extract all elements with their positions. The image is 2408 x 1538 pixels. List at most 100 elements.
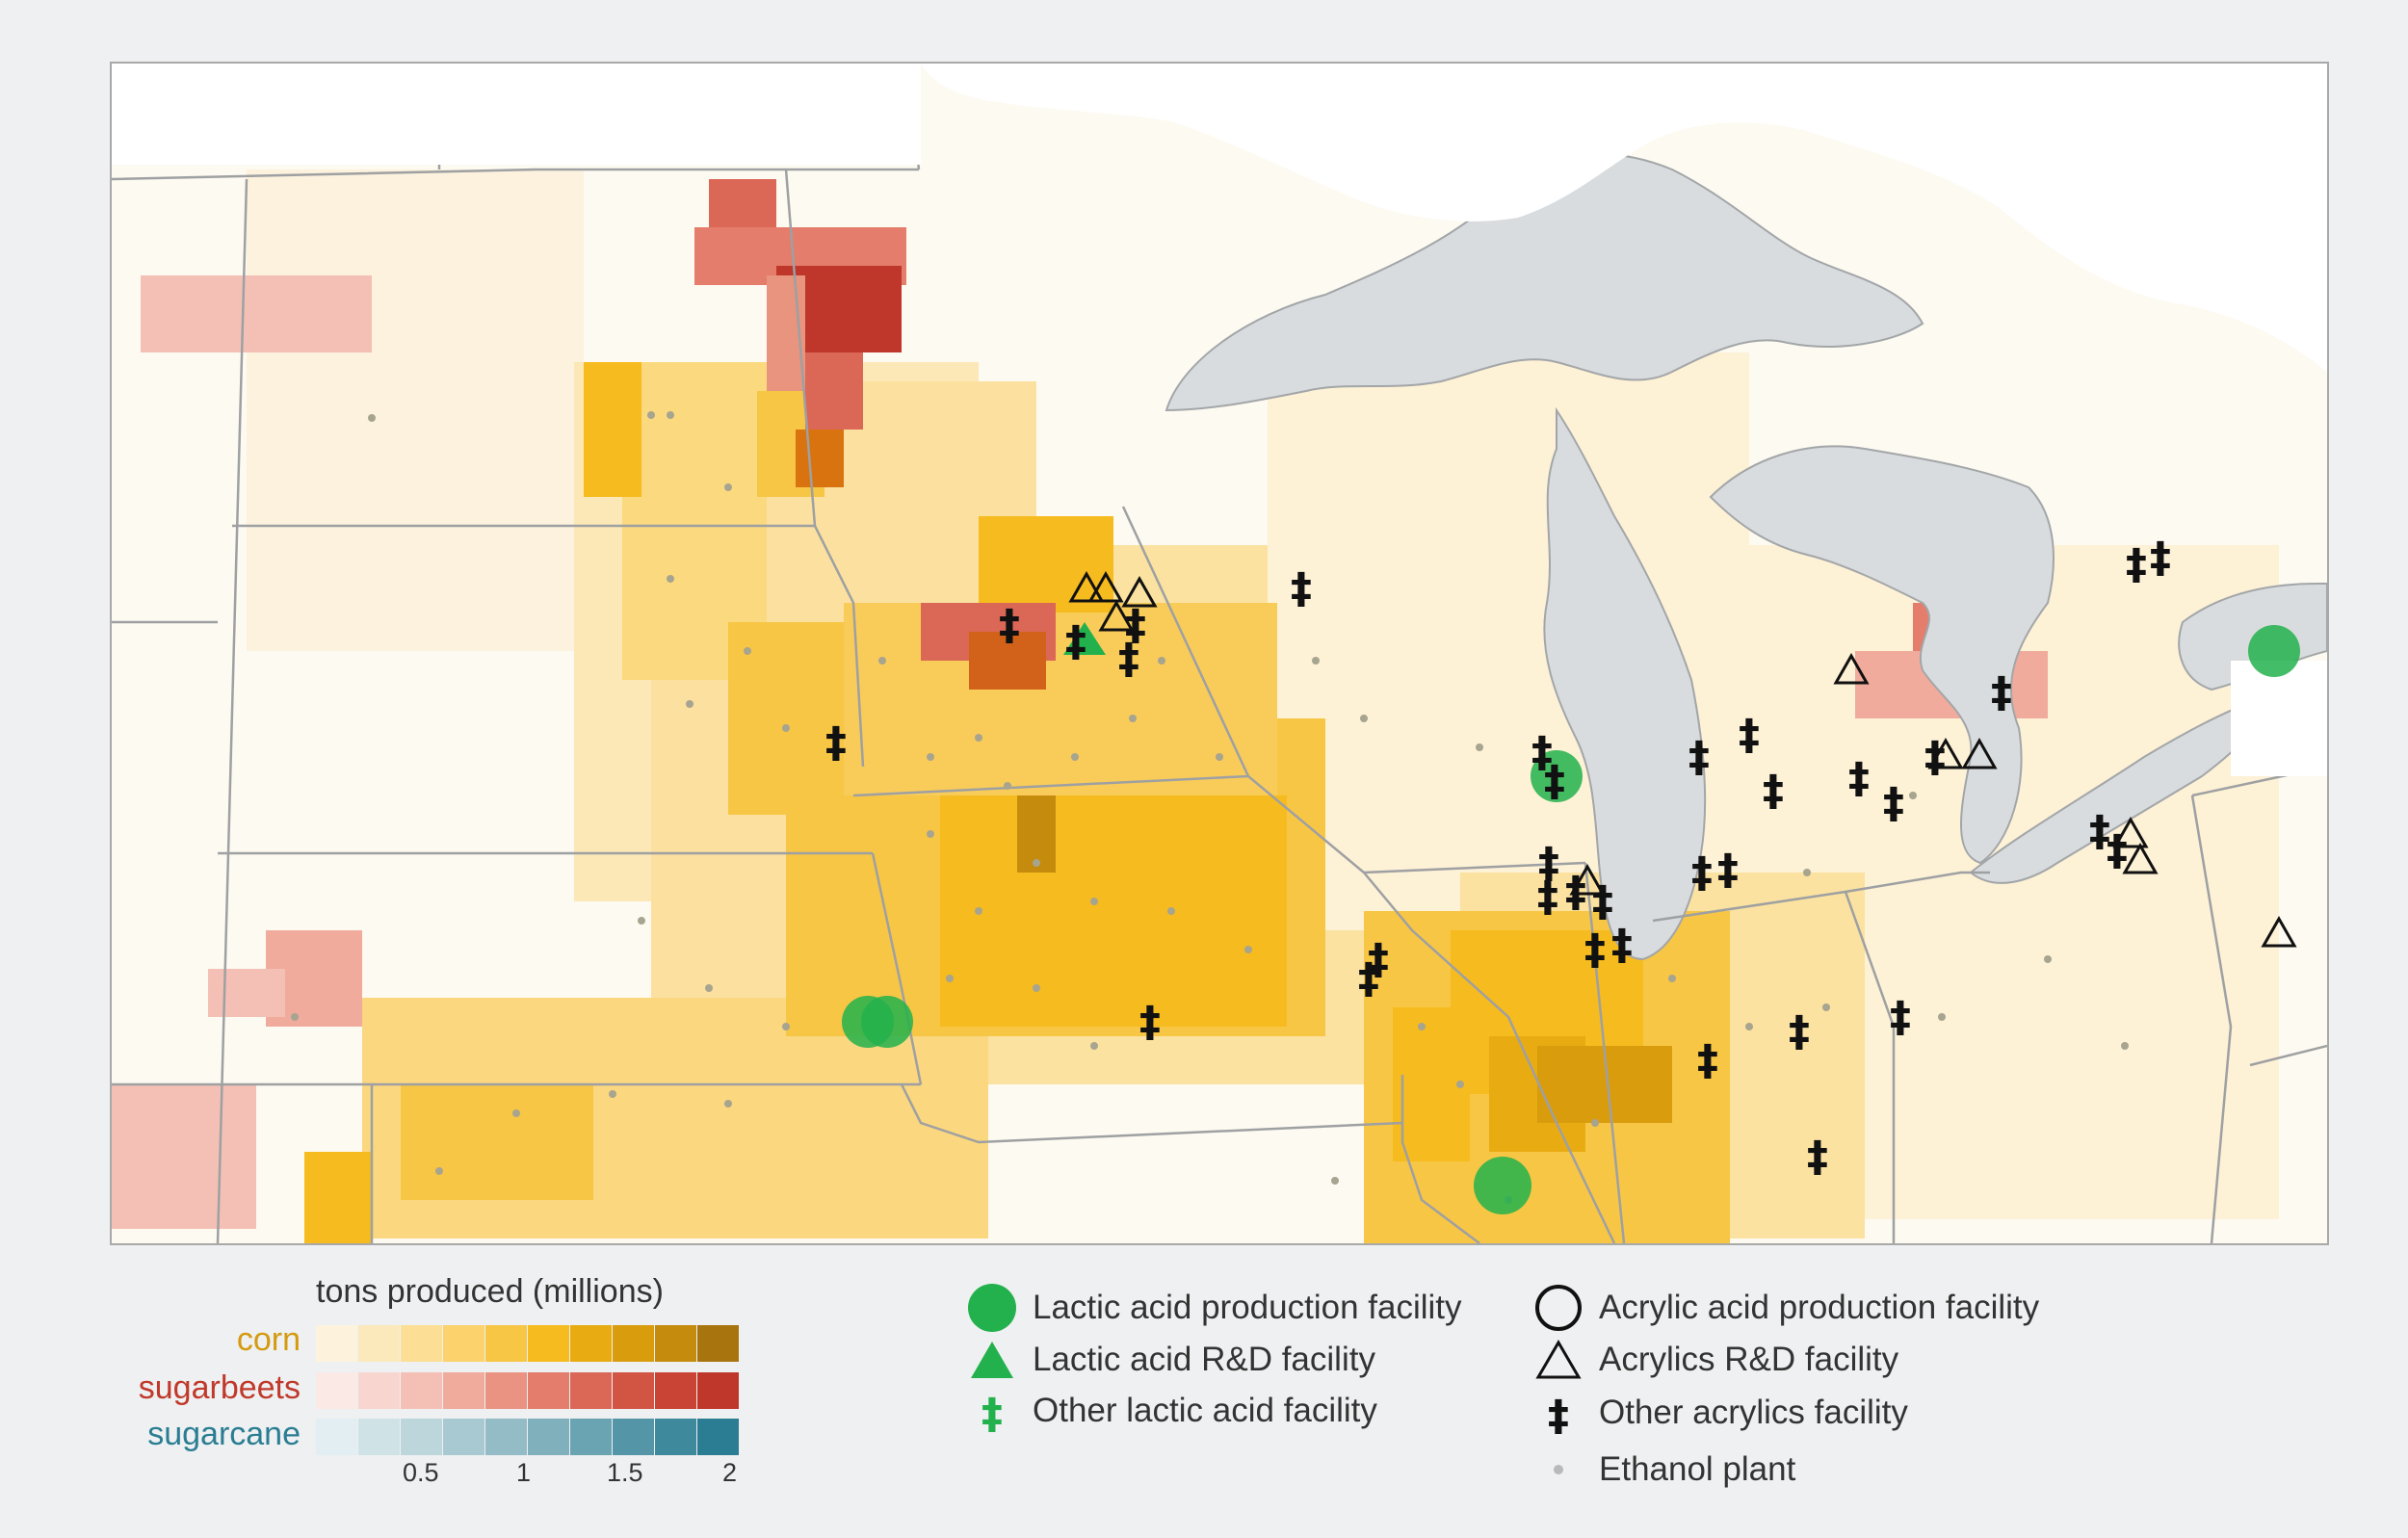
ethanol-plant <box>667 411 674 419</box>
acrylics-rnd-facility <box>2112 816 2149 848</box>
ethanol-plant <box>1591 1119 1599 1127</box>
ramp-swatch <box>316 1419 357 1455</box>
ethanol-plant <box>1004 782 1011 790</box>
other-acrylics-facility: ‡ <box>2107 826 2128 875</box>
open-triangle-icon <box>1535 1340 1582 1379</box>
ethanol-plant <box>1033 859 1040 867</box>
green-triangle-icon <box>971 1342 1013 1378</box>
ramp-title: tons produced (millions) <box>316 1273 664 1310</box>
lactic-production-facility <box>1531 750 1583 802</box>
other-acrylics-facility: ‡ <box>1531 728 1553 777</box>
ethanol-plant <box>975 907 982 915</box>
ethanol-plant <box>1071 753 1079 761</box>
legend-label: Other lactic acid facility <box>1033 1392 1377 1429</box>
ramp-swatch <box>613 1325 654 1362</box>
ramp-swatch <box>570 1325 612 1362</box>
other-acrylics-facility: ‡ <box>1789 1007 1810 1056</box>
ethanol-plant <box>1312 657 1320 665</box>
ethanol-plant <box>2044 955 2052 963</box>
other-acrylics-facility: ‡ <box>1611 921 1633 970</box>
ramp-swatch <box>655 1372 696 1409</box>
map[interactable]: ‡ ‡ ‡ ‡ ‡ ‡ ‡ ‡ ‡ ‡ ‡ ‡ ‡ ‡ ‡ ‡ ‡ ‡ ‡ ‡ … <box>110 62 2329 1245</box>
acrylics-rnd-facility <box>1087 570 1124 603</box>
ramp-swatch <box>613 1419 654 1455</box>
ramp-swatch <box>570 1372 612 1409</box>
other-acrylics-facilities: ‡ ‡ ‡ ‡ ‡ ‡ ‡ ‡ ‡ ‡ ‡ ‡ ‡ ‡ ‡ ‡ ‡ ‡ ‡ ‡ … <box>825 534 2171 1182</box>
ramp-swatch <box>401 1419 442 1455</box>
ethanol-plant <box>1129 715 1137 722</box>
ethanol-plant <box>878 657 886 665</box>
legend-ethanol-plant: Ethanol plant <box>1533 1447 1795 1493</box>
other-acrylics-facility: ‡ <box>2150 534 2171 583</box>
ethanol-plant <box>512 1109 520 1117</box>
ethanol-plant <box>724 1100 732 1108</box>
ramp-swatch <box>528 1419 569 1455</box>
ethanol-plant <box>1033 984 1040 992</box>
acrylics-rnd-facility <box>1833 652 1870 685</box>
open-circle-icon <box>1535 1285 1582 1331</box>
acrylics-rnd-facility <box>2122 842 2159 874</box>
ethanol-plant <box>1216 753 1223 761</box>
other-acrylics-facility: ‡ <box>1368 935 1389 984</box>
ethanol-plant <box>1418 1023 1426 1030</box>
ethanol-plant <box>1745 1023 1753 1030</box>
green-circle-icon <box>968 1284 1016 1332</box>
ramp-label-sugarbeets: sugarbeets <box>138 1369 301 1406</box>
ramp-label-sugarcane: sugarcane <box>147 1416 301 1452</box>
ethanol-plant <box>667 575 674 583</box>
ramp-swatch <box>528 1325 569 1362</box>
ramp-swatch <box>697 1419 739 1455</box>
ethanol-plant <box>1167 907 1175 915</box>
ramp-swatch <box>655 1419 696 1455</box>
ramp-label-corn: corn <box>236 1321 301 1358</box>
ramp-swatch <box>358 1325 400 1362</box>
legend-label: Lactic acid R&D facility <box>1033 1341 1375 1378</box>
lactic-rnd-facility <box>1063 622 1106 655</box>
other-acrylics-facility: ‡ <box>1697 1036 1718 1085</box>
ethanol-plant <box>638 917 645 925</box>
other-acrylics-facility: ‡ <box>1538 839 1559 888</box>
ramp-swatch <box>358 1372 400 1409</box>
ethanol-plant <box>782 1023 790 1030</box>
ethanol-plant <box>686 700 694 708</box>
ethanol-plant <box>782 724 790 732</box>
other-acrylics-facility: ‡ <box>1125 601 1146 650</box>
other-acrylics-facility: ‡ <box>1565 868 1586 917</box>
acrylics-rnd-facility <box>1098 599 1135 632</box>
ethanol-plant <box>975 734 982 742</box>
ethanol-plant <box>1244 946 1252 953</box>
legend-lactic-rnd: Lactic acid R&D facility <box>967 1338 1375 1382</box>
lake-michigan <box>1543 406 1707 961</box>
acrylics-rnd-facility <box>1569 863 1606 896</box>
ramp-swatch <box>485 1325 527 1362</box>
state-borders <box>112 64 2327 1243</box>
ramp-swatch <box>655 1325 696 1362</box>
other-acrylics-facility: ‡ <box>1139 998 1161 1047</box>
ramp-swatch <box>570 1419 612 1455</box>
ethanol-plant <box>724 483 732 491</box>
ethanol-plant <box>2121 1042 2129 1050</box>
ramp-swatch <box>613 1372 654 1409</box>
other-acrylics-facility: ‡ <box>1358 954 1379 1004</box>
sugarcane-ramp <box>316 1419 740 1455</box>
ethanol-plant <box>1668 975 1676 982</box>
other-acrylics-facility: ‡ <box>1807 1133 1828 1182</box>
other-acrylics-facility: ‡ <box>1291 564 1312 613</box>
legend-acrylic-production: Acrylic acid production facility <box>1533 1283 2039 1333</box>
other-acrylics-facility: ‡ <box>1691 848 1713 898</box>
corn-ramp <box>316 1325 740 1362</box>
acrylics-rnd-facility <box>1927 737 1964 769</box>
ramp-swatch <box>443 1325 484 1362</box>
black-double-dagger-icon: ‡ <box>1548 1392 1569 1436</box>
ramp-swatch <box>316 1325 357 1362</box>
ethanol-plant <box>609 1090 616 1098</box>
gray-dot-icon <box>1554 1465 1563 1474</box>
ethanol-plant <box>1803 869 1811 876</box>
ramp-swatch <box>697 1372 739 1409</box>
ethanol-plant <box>291 1013 299 1021</box>
other-acrylics-facility: ‡ <box>1118 635 1139 684</box>
other-acrylics-facility: ‡ <box>1763 767 1784 816</box>
other-acrylics-facility: ‡ <box>1717 846 1739 895</box>
ramp-tick: 2 <box>722 1458 738 1487</box>
svg-text:‡: ‡ <box>1548 1392 1569 1436</box>
